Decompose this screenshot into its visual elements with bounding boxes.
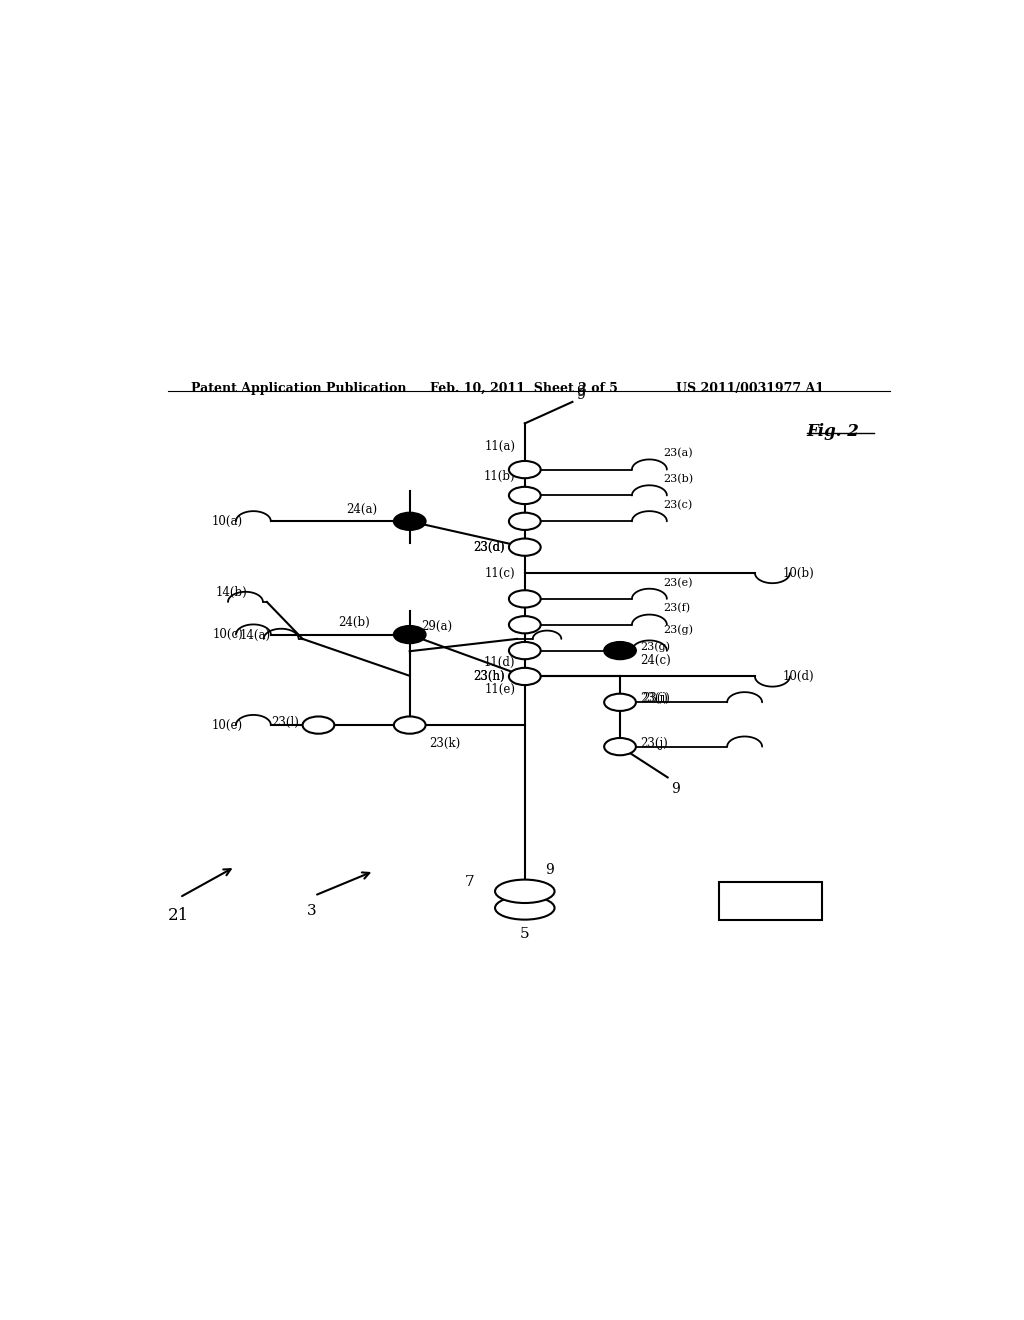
Text: 9: 9	[577, 385, 585, 399]
Text: 11(c): 11(c)	[484, 566, 515, 579]
Text: 24(a): 24(a)	[346, 503, 378, 516]
Ellipse shape	[509, 642, 541, 659]
Ellipse shape	[509, 512, 541, 529]
Text: 14(b): 14(b)	[215, 586, 247, 599]
Text: 23(i): 23(i)	[642, 692, 670, 705]
Text: 23(h): 23(h)	[473, 671, 505, 682]
Ellipse shape	[394, 512, 426, 529]
Ellipse shape	[509, 590, 541, 607]
Text: 23(j): 23(j)	[640, 737, 668, 750]
Ellipse shape	[394, 626, 426, 643]
Text: Fig. 2: Fig. 2	[807, 424, 859, 441]
Text: 9: 9	[672, 783, 680, 796]
Text: 10(e): 10(e)	[212, 718, 243, 731]
Text: 5: 5	[520, 927, 529, 941]
Ellipse shape	[495, 896, 555, 920]
Ellipse shape	[604, 738, 636, 755]
Text: 23(g): 23(g)	[663, 624, 693, 635]
Text: 15: 15	[760, 890, 782, 908]
Text: 11(d): 11(d)	[483, 656, 515, 669]
Text: 10(a): 10(a)	[212, 515, 243, 528]
Ellipse shape	[509, 487, 541, 504]
Text: 29(a): 29(a)	[422, 619, 453, 632]
Text: 23(a): 23(a)	[663, 449, 692, 458]
Text: 23(c): 23(c)	[663, 500, 692, 511]
Ellipse shape	[604, 694, 636, 711]
Ellipse shape	[303, 717, 334, 734]
Text: 7: 7	[465, 875, 474, 890]
Text: 23(b): 23(b)	[663, 474, 693, 484]
Text: 23(e): 23(e)	[663, 577, 692, 587]
Ellipse shape	[509, 668, 541, 685]
Text: Feb. 10, 2011  Sheet 2 of 5: Feb. 10, 2011 Sheet 2 of 5	[430, 383, 617, 395]
Text: 24(c): 24(c)	[640, 653, 671, 667]
Text: 23(d): 23(d)	[473, 541, 505, 553]
Text: 23(i): 23(i)	[640, 692, 668, 705]
Text: 21: 21	[168, 907, 189, 924]
Text: 11(b): 11(b)	[483, 470, 515, 483]
Text: 23(f): 23(f)	[663, 603, 690, 614]
Ellipse shape	[604, 642, 636, 659]
Text: 23(l): 23(l)	[270, 715, 299, 729]
Text: 24(b): 24(b)	[338, 615, 370, 628]
Ellipse shape	[394, 717, 426, 734]
Text: 14(a): 14(a)	[240, 630, 270, 643]
Text: 23(d): 23(d)	[473, 541, 505, 553]
Text: 23(g): 23(g)	[640, 642, 670, 652]
Text: US 2011/0031977 A1: US 2011/0031977 A1	[676, 383, 823, 395]
Text: 10(b): 10(b)	[782, 566, 814, 579]
Ellipse shape	[509, 461, 541, 478]
Text: 23(h): 23(h)	[473, 671, 505, 682]
Text: 9: 9	[545, 863, 553, 878]
Ellipse shape	[495, 879, 555, 903]
Text: 10(d): 10(d)	[782, 671, 814, 682]
Text: 11(a): 11(a)	[484, 441, 515, 453]
Bar	[719, 882, 822, 920]
Ellipse shape	[509, 616, 541, 634]
Text: Patent Application Publication: Patent Application Publication	[191, 383, 407, 395]
Text: 3: 3	[306, 904, 316, 917]
Text: 9: 9	[575, 388, 585, 401]
Text: 10(c): 10(c)	[212, 628, 243, 642]
Ellipse shape	[509, 539, 541, 556]
Text: 11(e): 11(e)	[484, 682, 515, 696]
Text: 23(k): 23(k)	[430, 738, 461, 750]
